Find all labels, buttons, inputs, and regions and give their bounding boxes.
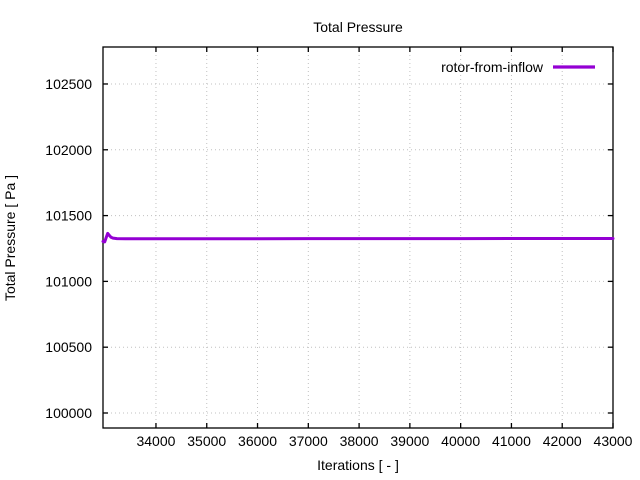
x-tick-label: 39000	[390, 433, 429, 449]
chart-title: Total Pressure	[313, 19, 403, 35]
x-tick-label: 34000	[136, 433, 175, 449]
legend: rotor-from-inflow	[441, 59, 595, 75]
y-tick-label: 102000	[45, 142, 92, 158]
x-tick-label: 38000	[340, 433, 379, 449]
y-tick-label: 101500	[45, 208, 92, 224]
x-tick-label: 43000	[594, 433, 633, 449]
tick-labels: 34000 35000 36000 37000 38000 39000 40000 41000…	[45, 76, 632, 449]
series-lines	[101, 231, 615, 244]
x-tick-label: 42000	[543, 433, 582, 449]
x-tick-label: 37000	[289, 433, 328, 449]
series-line-rotor-from-inflow	[101, 231, 615, 244]
x-tick-label: 41000	[492, 433, 531, 449]
x-tick-label: 35000	[187, 433, 226, 449]
y-tick-label: 102500	[45, 76, 92, 92]
grid-lines	[103, 47, 614, 428]
y-tick-label: 101000	[45, 273, 92, 289]
y-tick-label: 100000	[45, 405, 92, 421]
x-tick-label: 40000	[441, 433, 480, 449]
y-tick-label: 100500	[45, 339, 92, 355]
y-axis-label: Total Pressure [ Pa ]	[2, 175, 18, 301]
legend-label: rotor-from-inflow	[441, 59, 544, 75]
x-tick-label: 36000	[238, 433, 277, 449]
x-axis-label: Iterations [ - ]	[317, 457, 399, 473]
